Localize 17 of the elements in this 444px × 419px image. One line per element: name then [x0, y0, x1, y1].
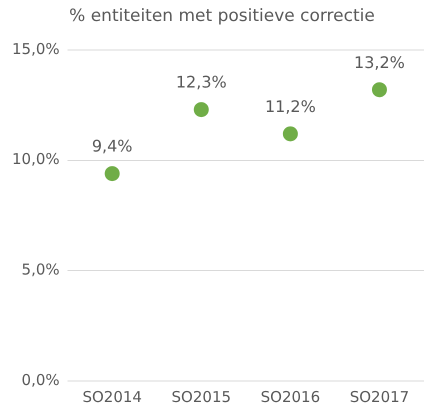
- x-tick-label: SO2017: [350, 388, 410, 406]
- y-tick-label: 0,0%: [22, 370, 60, 389]
- point: [282, 126, 298, 142]
- x-tick-label: SO2015: [172, 388, 232, 406]
- point: [372, 82, 387, 98]
- data-label: 9,4%: [92, 136, 133, 156]
- chart-title: % entiteiten met positieve correctie: [68, 6, 376, 26]
- data-label: 12,3%: [176, 72, 227, 92]
- point: [194, 102, 209, 118]
- data-label: 13,2%: [354, 52, 405, 72]
- data-label: 11,2%: [264, 97, 316, 116]
- point: [104, 166, 120, 182]
- x-tick-label: SO2014: [82, 388, 142, 406]
- y-tick-label: 10,0%: [12, 150, 60, 168]
- y-tick-label: 15,0%: [12, 40, 60, 58]
- y-tick-label: 5,0%: [22, 260, 60, 279]
- x-tick-label: SO2016: [260, 388, 320, 406]
